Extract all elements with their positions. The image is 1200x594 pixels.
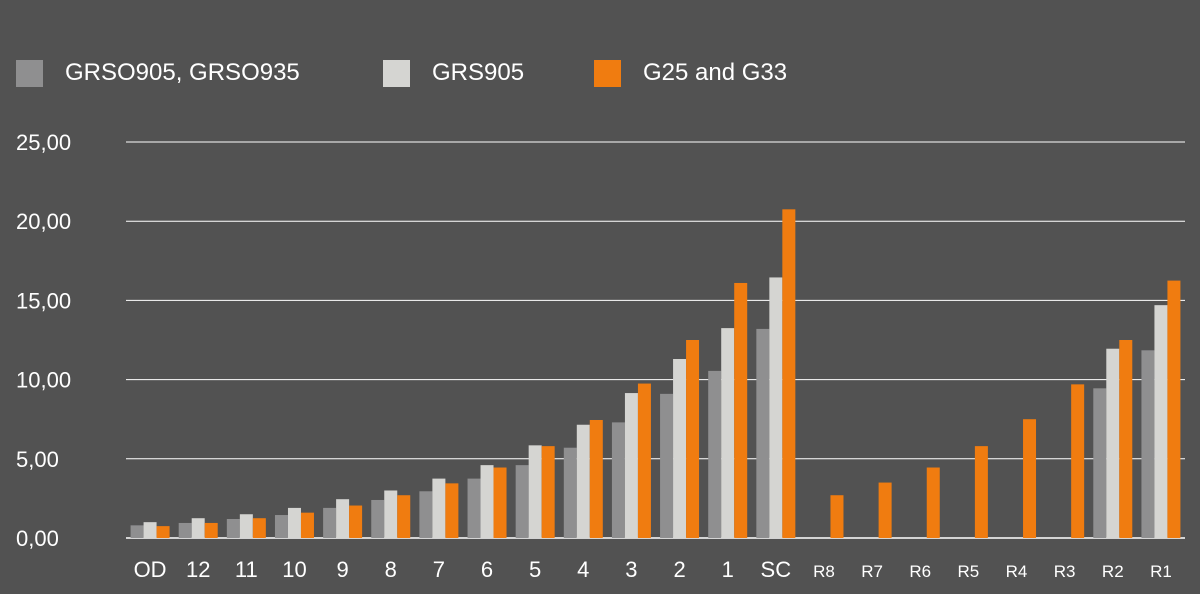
- bar: [191, 518, 205, 538]
- x-tick-label: 11: [235, 557, 258, 582]
- x-axis-ticks: OD 12 11 10 9 8 7 6 5 4 3 2 1 SC R8 R7 R6 R5 R4 R3 R2 R1: [134, 557, 1172, 582]
- bar: [1071, 384, 1085, 538]
- bar: [1119, 340, 1133, 538]
- x-tick-label: SC: [761, 557, 792, 582]
- bar: [323, 507, 337, 538]
- y-tick-label: 15,00: [16, 288, 71, 313]
- bar: [432, 478, 446, 538]
- bars: [130, 209, 1181, 538]
- bar: [349, 505, 363, 538]
- bar: [563, 447, 577, 538]
- x-tick-label: 8: [385, 557, 397, 582]
- x-tick-label: 9: [336, 557, 348, 582]
- bar: [252, 518, 266, 538]
- legend: GRSO905, GRSO935 GRS905 G25 and G33: [0, 0, 1200, 120]
- bar: [467, 478, 481, 538]
- bar: [480, 465, 494, 538]
- bar: [660, 393, 674, 538]
- x-tick-label: 2: [673, 557, 685, 582]
- x-tick-label: R7: [861, 562, 883, 581]
- x-tick-label: 12: [186, 557, 210, 582]
- bar: [419, 491, 433, 538]
- bar: [589, 419, 603, 538]
- bar: [336, 499, 350, 538]
- x-tick-label: R8: [813, 562, 835, 581]
- bar: [611, 422, 625, 538]
- y-tick-label: 25,00: [16, 130, 71, 155]
- legend-item-grs905: GRS905: [383, 58, 524, 88]
- legend-label-g25-g33: G25 and G33: [643, 59, 788, 86]
- x-tick-label: R6: [909, 562, 931, 581]
- bar: [226, 518, 240, 538]
- x-tick-label: 4: [577, 557, 589, 582]
- bar: [1167, 280, 1181, 538]
- x-tick-label: 10: [282, 557, 306, 582]
- bar: [143, 522, 157, 538]
- x-tick-label: 1: [722, 557, 734, 582]
- bar: [239, 514, 253, 538]
- bar: [515, 465, 529, 538]
- bar: [769, 277, 783, 538]
- x-tick-label: 6: [481, 557, 493, 582]
- bar: [156, 526, 170, 538]
- bar: [384, 490, 398, 538]
- bar: [204, 522, 218, 538]
- bar: [974, 446, 988, 538]
- bar: [130, 525, 144, 538]
- bar: [178, 522, 192, 538]
- x-tick-label: R5: [958, 562, 980, 581]
- bar: [1106, 348, 1120, 538]
- bar: [576, 424, 590, 538]
- bar: [708, 370, 722, 538]
- y-tick-label: 20,00: [16, 209, 71, 234]
- y-tick-label: 10,00: [16, 368, 71, 393]
- bar: [528, 445, 542, 538]
- bar: [445, 483, 459, 538]
- bar: [830, 495, 844, 538]
- y-axis-ticks: 0,00 5,00 10,00 15,00 20,00 25,00: [16, 130, 71, 551]
- y-tick-label: 0,00: [16, 526, 59, 551]
- x-tick-label: R3: [1054, 562, 1076, 581]
- bar: [493, 467, 507, 538]
- bar: [878, 482, 892, 538]
- legend-item-g25-g33: G25 and G33: [594, 58, 787, 88]
- bar: [371, 499, 385, 538]
- x-tick-label: R4: [1006, 562, 1028, 581]
- legend-swatch-grs905: [383, 59, 410, 87]
- x-tick-label: 7: [433, 557, 445, 582]
- bar: [637, 383, 651, 538]
- bar: [782, 209, 796, 538]
- x-tick-label: R1: [1150, 562, 1172, 581]
- bar: [734, 282, 748, 538]
- bar: [397, 495, 411, 538]
- bar: [624, 393, 638, 538]
- bar: [673, 359, 687, 538]
- legend-swatch-grso905-grso935: [16, 59, 43, 87]
- legend-label-grs905: GRS905: [432, 59, 525, 86]
- bar: [1141, 350, 1155, 538]
- bar: [274, 515, 288, 538]
- bar: [300, 512, 314, 538]
- legend-swatch-g25-g33: [594, 59, 621, 87]
- bar: [1093, 388, 1107, 538]
- legend-label-grso905-grso935: GRSO905, GRSO935: [65, 59, 300, 86]
- bar: [541, 446, 555, 538]
- bar: [756, 328, 770, 538]
- x-tick-label: OD: [134, 557, 167, 582]
- y-tick-label: 5,00: [16, 447, 59, 472]
- bar: [686, 340, 700, 538]
- x-tick-label: 3: [625, 557, 637, 582]
- x-tick-label: 5: [529, 557, 541, 582]
- bar: [1154, 305, 1168, 538]
- x-tick-label: R2: [1102, 562, 1124, 581]
- legend-item-grso905-grso935: GRSO905, GRSO935: [16, 58, 300, 88]
- bar: [721, 328, 735, 538]
- bar: [287, 507, 301, 538]
- bar: [926, 467, 940, 538]
- bar: [1023, 419, 1037, 538]
